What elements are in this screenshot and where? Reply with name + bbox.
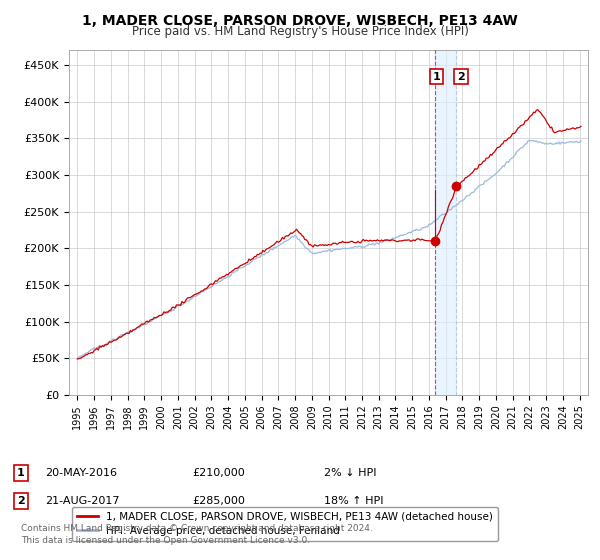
Text: 1: 1 [17,468,25,478]
Text: 18% ↑ HPI: 18% ↑ HPI [324,496,383,506]
Text: 1, MADER CLOSE, PARSON DROVE, WISBECH, PE13 4AW: 1, MADER CLOSE, PARSON DROVE, WISBECH, P… [82,14,518,28]
Text: £210,000: £210,000 [192,468,245,478]
Text: 2% ↓ HPI: 2% ↓ HPI [324,468,377,478]
Text: 2: 2 [457,72,465,82]
Bar [436,50,457,395]
Text: £285,000: £285,000 [192,496,245,506]
Text: Price paid vs. HM Land Registry's House Price Index (HPI): Price paid vs. HM Land Registry's House … [131,25,469,38]
Text: 1: 1 [433,72,440,82]
Legend: 1, MADER CLOSE, PARSON DROVE, WISBECH, PE13 4AW (detached house), HPI: Average p: 1, MADER CLOSE, PARSON DROVE, WISBECH, P… [71,507,498,541]
Text: 2: 2 [17,496,25,506]
Text: 21-AUG-2017: 21-AUG-2017 [45,496,119,506]
Text: 20-MAY-2016: 20-MAY-2016 [45,468,117,478]
Text: Contains HM Land Registry data © Crown copyright and database right 2024.
This d: Contains HM Land Registry data © Crown c… [21,524,373,545]
